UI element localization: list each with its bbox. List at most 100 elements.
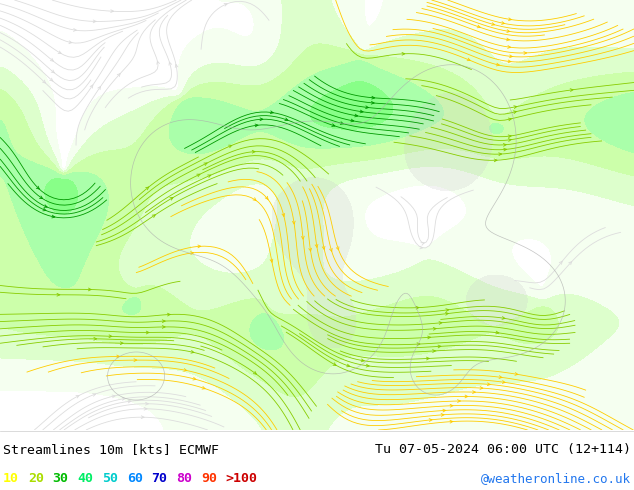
- FancyArrowPatch shape: [446, 309, 449, 312]
- FancyArrowPatch shape: [162, 320, 165, 322]
- FancyArrowPatch shape: [254, 371, 256, 374]
- FancyArrowPatch shape: [42, 80, 46, 83]
- FancyArrowPatch shape: [253, 197, 256, 200]
- Text: @weatheronline.co.uk: @weatheronline.co.uk: [481, 472, 631, 485]
- FancyArrowPatch shape: [39, 196, 42, 198]
- FancyArrowPatch shape: [69, 41, 72, 44]
- FancyArrowPatch shape: [507, 30, 510, 32]
- FancyArrowPatch shape: [340, 122, 344, 124]
- FancyArrowPatch shape: [170, 197, 173, 200]
- FancyArrowPatch shape: [503, 144, 506, 147]
- FancyArrowPatch shape: [330, 248, 332, 251]
- FancyArrowPatch shape: [315, 245, 318, 247]
- FancyArrowPatch shape: [260, 118, 263, 121]
- FancyArrowPatch shape: [128, 400, 131, 403]
- Text: 30: 30: [53, 472, 68, 485]
- FancyArrowPatch shape: [88, 288, 91, 291]
- FancyArrowPatch shape: [49, 78, 53, 81]
- FancyArrowPatch shape: [74, 28, 76, 31]
- FancyArrowPatch shape: [524, 51, 527, 54]
- FancyArrowPatch shape: [146, 187, 149, 190]
- FancyArrowPatch shape: [421, 243, 424, 245]
- FancyArrowPatch shape: [351, 119, 354, 122]
- FancyArrowPatch shape: [432, 350, 436, 352]
- FancyArrowPatch shape: [450, 420, 453, 423]
- FancyArrowPatch shape: [570, 89, 573, 92]
- FancyArrowPatch shape: [502, 317, 505, 319]
- FancyArrowPatch shape: [416, 306, 419, 309]
- FancyArrowPatch shape: [332, 124, 335, 126]
- FancyArrowPatch shape: [465, 395, 468, 398]
- FancyArrowPatch shape: [204, 163, 207, 166]
- FancyArrowPatch shape: [510, 55, 512, 58]
- Text: 20: 20: [28, 472, 44, 485]
- FancyArrowPatch shape: [169, 62, 172, 65]
- Text: 90: 90: [201, 472, 217, 485]
- FancyArrowPatch shape: [109, 335, 112, 338]
- FancyArrowPatch shape: [508, 135, 511, 138]
- FancyArrowPatch shape: [184, 368, 187, 371]
- FancyArrowPatch shape: [229, 145, 232, 147]
- FancyArrowPatch shape: [255, 124, 258, 127]
- FancyArrowPatch shape: [51, 70, 55, 73]
- FancyArrowPatch shape: [429, 418, 432, 421]
- FancyArrowPatch shape: [93, 20, 96, 23]
- FancyArrowPatch shape: [120, 342, 123, 344]
- FancyArrowPatch shape: [508, 118, 512, 121]
- FancyArrowPatch shape: [433, 327, 436, 330]
- FancyArrowPatch shape: [301, 236, 304, 239]
- FancyArrowPatch shape: [420, 246, 423, 249]
- Text: Streamlines 10m [kts] ECMWF: Streamlines 10m [kts] ECMWF: [3, 443, 219, 456]
- FancyArrowPatch shape: [427, 336, 430, 339]
- FancyArrowPatch shape: [491, 23, 495, 25]
- FancyArrowPatch shape: [508, 60, 511, 63]
- FancyArrowPatch shape: [450, 404, 453, 407]
- FancyArrowPatch shape: [569, 262, 572, 265]
- FancyArrowPatch shape: [480, 387, 483, 390]
- FancyArrowPatch shape: [443, 409, 446, 412]
- FancyArrowPatch shape: [197, 174, 200, 177]
- Text: 50: 50: [102, 472, 118, 485]
- FancyArrowPatch shape: [360, 110, 363, 113]
- FancyArrowPatch shape: [193, 377, 196, 380]
- FancyArrowPatch shape: [265, 196, 268, 199]
- FancyArrowPatch shape: [282, 214, 285, 217]
- FancyArrowPatch shape: [458, 400, 460, 402]
- FancyArrowPatch shape: [347, 364, 350, 367]
- FancyArrowPatch shape: [402, 52, 404, 55]
- FancyArrowPatch shape: [112, 395, 115, 398]
- FancyArrowPatch shape: [58, 51, 61, 53]
- FancyArrowPatch shape: [94, 338, 96, 340]
- FancyArrowPatch shape: [503, 148, 507, 151]
- FancyArrowPatch shape: [93, 393, 96, 396]
- FancyArrowPatch shape: [44, 205, 47, 207]
- FancyArrowPatch shape: [438, 345, 441, 348]
- FancyArrowPatch shape: [427, 357, 429, 360]
- FancyArrowPatch shape: [191, 350, 194, 353]
- FancyArrowPatch shape: [309, 248, 311, 251]
- FancyArrowPatch shape: [43, 208, 46, 211]
- FancyArrowPatch shape: [366, 106, 368, 109]
- FancyArrowPatch shape: [146, 331, 149, 334]
- FancyArrowPatch shape: [501, 22, 505, 24]
- FancyArrowPatch shape: [439, 321, 442, 324]
- FancyArrowPatch shape: [57, 294, 60, 296]
- Text: 60: 60: [127, 472, 143, 485]
- Text: >100: >100: [226, 472, 257, 485]
- FancyArrowPatch shape: [507, 38, 510, 41]
- FancyArrowPatch shape: [36, 186, 39, 189]
- FancyArrowPatch shape: [508, 46, 510, 49]
- FancyArrowPatch shape: [354, 114, 358, 117]
- FancyArrowPatch shape: [162, 325, 165, 328]
- FancyArrowPatch shape: [252, 150, 255, 153]
- FancyArrowPatch shape: [198, 245, 201, 248]
- FancyArrowPatch shape: [361, 359, 364, 362]
- FancyArrowPatch shape: [292, 221, 295, 224]
- FancyArrowPatch shape: [499, 153, 501, 156]
- FancyArrowPatch shape: [117, 355, 120, 358]
- FancyArrowPatch shape: [52, 215, 55, 218]
- FancyArrowPatch shape: [111, 10, 113, 13]
- FancyArrowPatch shape: [446, 313, 448, 315]
- FancyArrowPatch shape: [157, 61, 160, 64]
- FancyArrowPatch shape: [134, 359, 137, 362]
